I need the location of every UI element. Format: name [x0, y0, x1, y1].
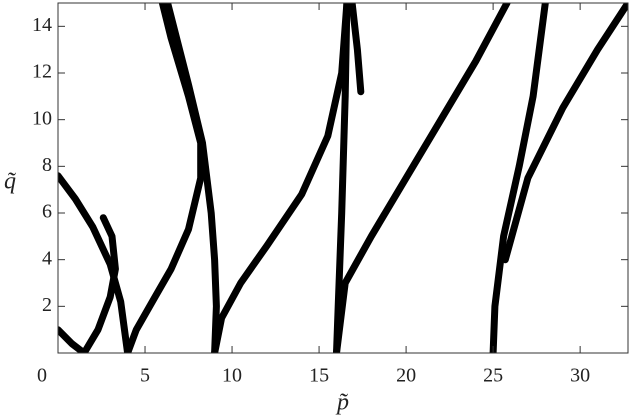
y-tick-label: 2: [42, 294, 52, 316]
curve: [348, 3, 365, 96]
curve: [489, 3, 549, 353]
y-tick-label: 14: [32, 14, 52, 36]
x-tick-label: 30: [570, 365, 590, 387]
frame: [57, 2, 629, 354]
y-axis-label: q̃: [4, 169, 16, 195]
curve: [58, 172, 132, 353]
curve: [333, 3, 511, 353]
y-tick-label: 12: [32, 61, 52, 83]
curve: [501, 3, 628, 264]
x-tick-label: 10: [222, 365, 242, 387]
x-tick-label: 15: [309, 365, 329, 387]
y-tick-label: 4: [42, 247, 52, 269]
curve: [124, 3, 205, 353]
y-tick-label: 6: [42, 201, 52, 223]
curve: [211, 3, 351, 353]
y-tick-label: 10: [32, 107, 52, 129]
y-tick-label: 8: [42, 154, 52, 176]
x-tick-label: 25: [483, 365, 503, 387]
curve: [58, 214, 119, 353]
plot-area: [58, 3, 628, 353]
x-axis-label: p̃: [335, 390, 349, 416]
curve: [164, 3, 220, 353]
x-tick-label: 0: [37, 365, 47, 387]
x-tick-label: 5: [140, 365, 150, 387]
x-tick-label: 20: [396, 365, 416, 387]
